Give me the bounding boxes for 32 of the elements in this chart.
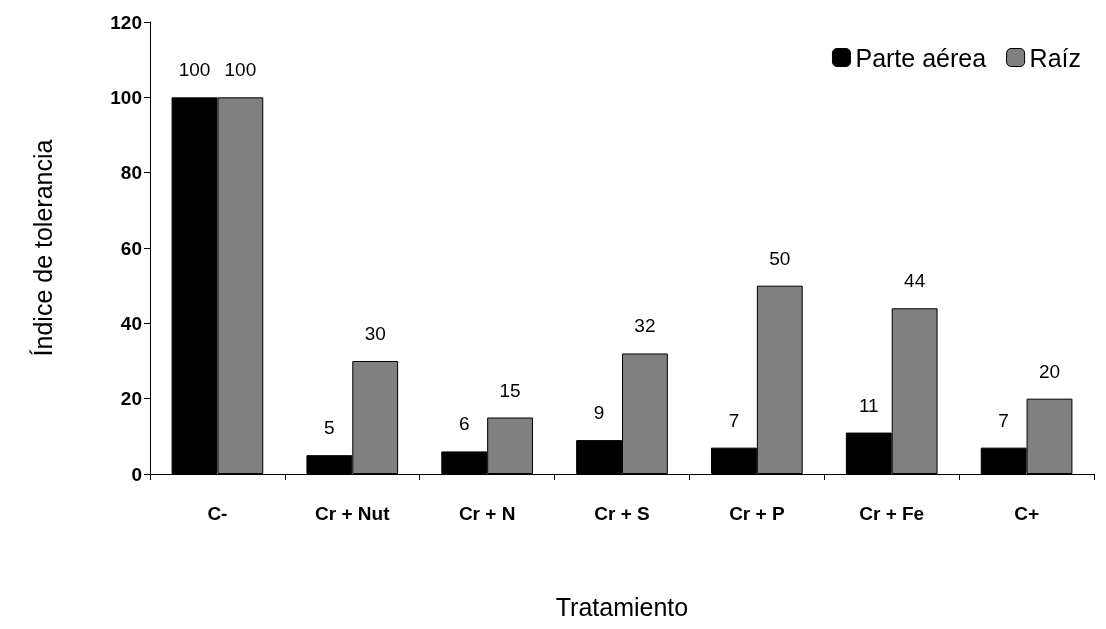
- data-label: 44: [904, 270, 926, 292]
- data-label: 7: [998, 409, 1009, 431]
- data-label: 20: [1038, 360, 1061, 382]
- data-label: 6: [458, 413, 470, 435]
- y-tick-label: 20: [120, 388, 142, 410]
- data-label: 100: [224, 59, 257, 81]
- y-tick-label: 100: [110, 86, 142, 108]
- data-label: 32: [634, 315, 656, 337]
- y-tick-label: 80: [120, 162, 142, 184]
- x-tick-label: Cr + P: [729, 503, 785, 524]
- y-axis-title: Índice de tolerancia: [28, 139, 57, 357]
- x-tick-label: C-: [207, 503, 228, 524]
- data-label: 30: [364, 323, 386, 344]
- data-label: 100: [178, 59, 211, 81]
- x-tick-label: C+: [1014, 503, 1039, 524]
- data-label: 9: [593, 402, 605, 424]
- y-tick-label: 0: [131, 463, 142, 485]
- data-label: 7: [728, 409, 740, 431]
- y-tick-label: 60: [120, 237, 142, 259]
- x-tick-label: Cr + Fe: [859, 503, 925, 524]
- data-label: 5: [324, 417, 335, 439]
- legend-label: Parte aérea: [855, 43, 987, 72]
- y-tick-label: 120: [110, 11, 142, 33]
- legend-label: Raíz: [1029, 43, 1081, 72]
- x-tick-label: Cr + Nut: [315, 503, 391, 524]
- data-label: 11: [858, 394, 879, 416]
- x-tick-label: Cr + N: [458, 503, 516, 524]
- data-label: 15: [499, 379, 521, 401]
- y-tick-label: 40: [120, 312, 142, 334]
- x-tick-label: Cr + S: [594, 503, 650, 524]
- data-label: 50: [769, 247, 791, 269]
- x-axis-title: Tratamiento: [555, 592, 689, 621]
